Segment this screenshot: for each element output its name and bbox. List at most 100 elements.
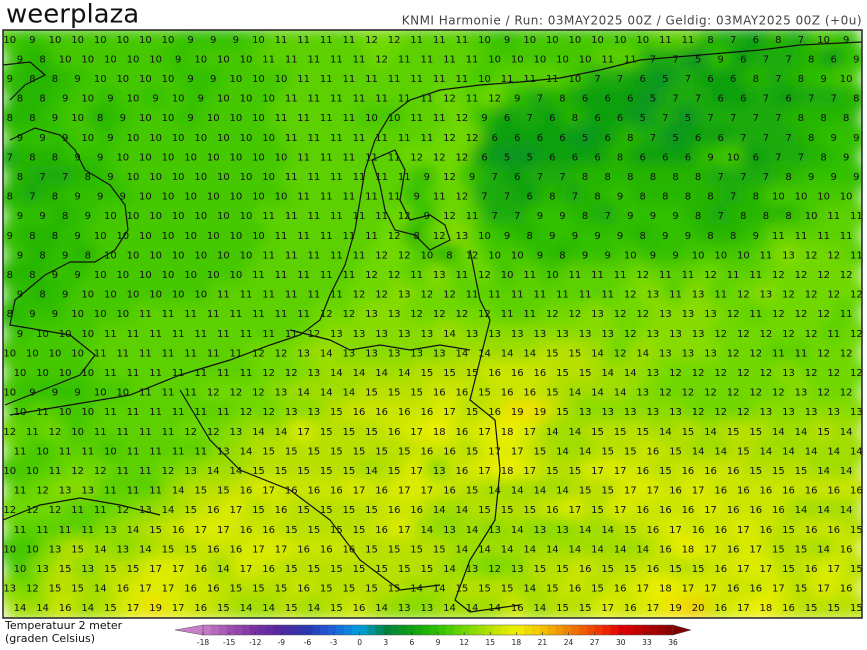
temperature-value: 7 xyxy=(559,172,565,183)
temperature-value: 16 xyxy=(704,466,717,477)
colorbar-tick-label: -3 xyxy=(330,638,338,647)
temperature-value: 11 xyxy=(714,290,727,301)
temperature-value: 14 xyxy=(511,525,524,536)
temperature-value: 11 xyxy=(546,74,559,85)
temperature-value: 6 xyxy=(527,192,533,203)
temperature-value: 8 xyxy=(527,231,533,242)
temperature-value: 13 xyxy=(534,329,547,340)
field-cell xyxy=(322,165,350,189)
temperature-value: 6 xyxy=(640,152,646,163)
colorbar-segment xyxy=(579,625,588,635)
temperature-value: 11 xyxy=(579,290,592,301)
field-cell xyxy=(526,282,554,307)
temperature-value: 12 xyxy=(365,35,378,46)
field-cell xyxy=(571,243,599,268)
field-cell xyxy=(639,322,667,346)
temperature-value: 11 xyxy=(342,192,355,203)
temperature-value: 16 xyxy=(307,486,320,497)
temperature-value: 17 xyxy=(194,525,207,536)
field-cell xyxy=(425,145,453,170)
temperature-value: 7 xyxy=(491,211,497,222)
field-cell xyxy=(86,184,114,209)
temperature-value: 14 xyxy=(240,603,253,614)
field-cell xyxy=(290,263,318,287)
temperature-value: 17 xyxy=(398,486,411,497)
temperature-value: 10 xyxy=(523,35,536,46)
field-cell xyxy=(651,106,679,130)
field-cell xyxy=(290,224,318,248)
temperature-value: 7 xyxy=(763,94,769,105)
temperature-value: 8 xyxy=(17,94,23,105)
field-cell xyxy=(629,184,657,209)
field-cell xyxy=(18,341,46,366)
field-cell xyxy=(131,106,159,130)
temperature-value: 15 xyxy=(330,446,343,457)
temperature-value: 10 xyxy=(59,407,72,418)
temperature-value: 12 xyxy=(398,211,411,222)
field-cell xyxy=(629,224,657,248)
field-cell xyxy=(267,184,295,209)
colorbar-segment xyxy=(218,625,227,635)
field-cell xyxy=(583,106,612,130)
field-cell xyxy=(696,263,725,287)
field-cell xyxy=(470,302,499,326)
temperature-value: 15 xyxy=(104,564,117,575)
temperature-value: 17 xyxy=(772,584,785,595)
field-cell xyxy=(470,30,499,52)
temperature-value: 9 xyxy=(672,211,678,222)
field-cell xyxy=(425,263,453,287)
field-cell xyxy=(312,263,340,287)
temperature-value: 9 xyxy=(187,74,193,85)
temperature-value: 13 xyxy=(782,250,795,261)
field-cell xyxy=(594,126,622,150)
temperature-value: 11 xyxy=(682,35,695,46)
field-cell xyxy=(538,302,566,326)
temperature-value: 15 xyxy=(546,388,559,399)
field-cell xyxy=(629,145,657,170)
temperature-value: 10 xyxy=(727,152,740,163)
temperature-value: 20 xyxy=(692,603,705,614)
field-cell xyxy=(290,184,318,209)
temperature-value: 14 xyxy=(523,544,536,555)
temperature-value: 14 xyxy=(353,368,366,379)
temperature-value: 8 xyxy=(707,35,713,46)
field-cell xyxy=(3,106,24,130)
temperature-value: 15 xyxy=(330,525,343,536)
temperature-value: 11 xyxy=(307,133,320,144)
temperature-value: 13 xyxy=(443,525,456,536)
field-cell xyxy=(380,302,408,326)
field-cell xyxy=(86,341,114,366)
field-cell xyxy=(177,224,205,248)
temperature-value: 10 xyxy=(116,74,129,85)
temperature-value: 16 xyxy=(669,486,682,497)
temperature-value: 9 xyxy=(504,35,510,46)
temperature-value: 10 xyxy=(3,348,16,359)
temperature-value: 10 xyxy=(94,309,107,320)
field-cell xyxy=(142,322,170,346)
temperature-value: 9 xyxy=(74,152,80,163)
field-cell xyxy=(503,243,531,268)
temperature-value: 7 xyxy=(718,172,724,183)
field-cell xyxy=(639,126,667,150)
temperature-value: 10 xyxy=(26,348,39,359)
field-cell xyxy=(86,30,114,52)
temperature-value: 7 xyxy=(718,211,724,222)
field-cell xyxy=(548,126,577,150)
temperature-value: 15 xyxy=(636,427,649,438)
temperature-value: 13 xyxy=(375,329,388,340)
field-cell xyxy=(64,263,92,287)
temperature-value: 10 xyxy=(252,231,265,242)
temperature-value: 11 xyxy=(320,35,333,46)
field-cell xyxy=(538,224,566,248)
temperature-value: 11 xyxy=(772,348,785,359)
field-cell xyxy=(561,263,589,287)
field-cell xyxy=(832,30,860,52)
field-cell xyxy=(742,224,770,248)
field-cell xyxy=(684,47,712,72)
temperature-value: 9 xyxy=(85,211,91,222)
field-cell xyxy=(719,145,747,170)
temperature-value: 11 xyxy=(342,231,355,242)
temperature-value: 13 xyxy=(116,544,129,555)
field-cell xyxy=(810,184,838,209)
